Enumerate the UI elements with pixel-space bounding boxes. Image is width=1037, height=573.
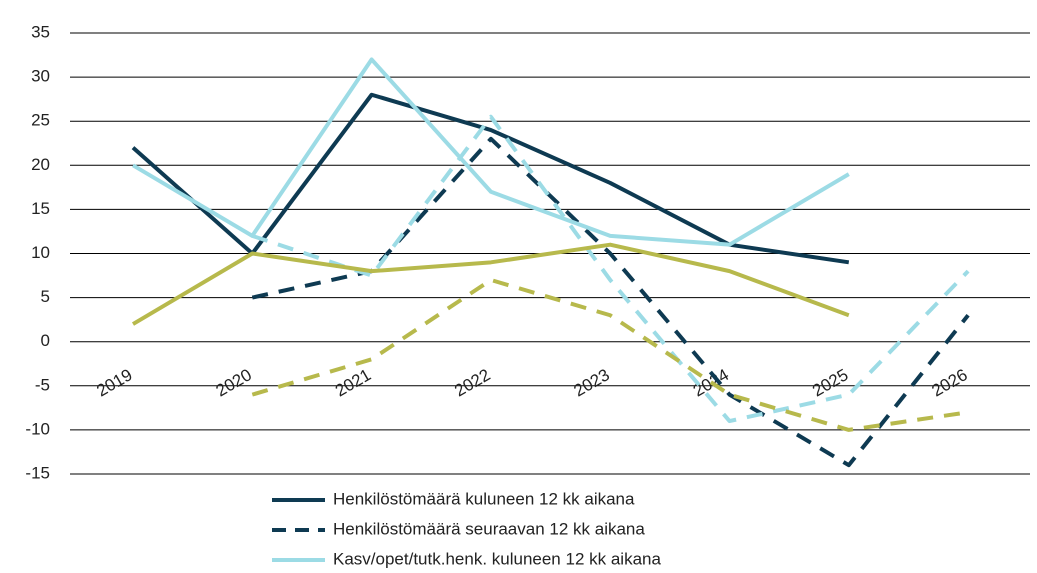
- legend-label: Henkilöstömäärä kuluneen 12 kk aikana: [333, 489, 635, 508]
- x-tick-label: 2023: [571, 365, 613, 400]
- y-tick-label: -10: [25, 419, 50, 438]
- x-tick-label: 2026: [928, 365, 970, 400]
- x-tick-label: 2022: [451, 365, 493, 400]
- y-tick-label: -15: [25, 463, 50, 482]
- y-tick-label: 15: [31, 199, 50, 218]
- y-tick-label: 20: [31, 155, 50, 174]
- legend-label: Henkilöstömäärä seuraavan 12 kk aikana: [333, 519, 645, 538]
- x-tick-label: 2020: [213, 365, 255, 400]
- y-tick-label: -5: [35, 375, 50, 394]
- y-tick-label: 35: [31, 22, 50, 41]
- series-line: [131, 242, 850, 326]
- x-tick-label: 2025: [809, 365, 851, 400]
- y-tick-label: 30: [31, 67, 50, 86]
- y-tick-label: 10: [31, 243, 50, 262]
- series-line: [251, 277, 969, 432]
- series-line: [251, 114, 970, 424]
- legend-label: Kasv/opet/tutk.henk. kuluneen 12 kk aika…: [333, 549, 661, 568]
- y-tick-label: 5: [41, 287, 50, 306]
- y-tick-label: 25: [31, 111, 50, 130]
- series-line: [131, 57, 850, 247]
- x-tick-label: 2019: [93, 365, 135, 400]
- series-line: [251, 136, 970, 468]
- y-tick-label: 0: [41, 331, 50, 350]
